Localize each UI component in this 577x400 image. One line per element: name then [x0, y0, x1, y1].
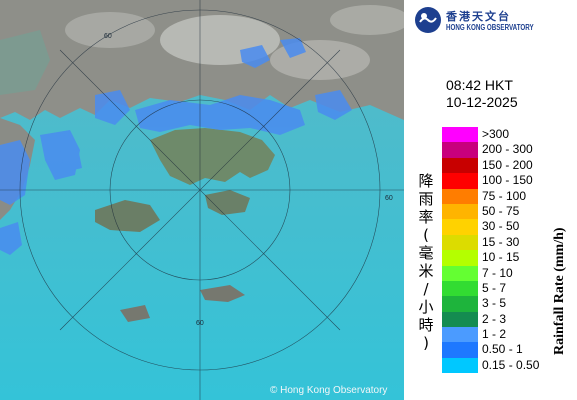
scale-label: 30 - 50	[482, 219, 520, 234]
scale-swatch	[442, 173, 478, 189]
scale-label: 200 - 300	[482, 142, 533, 157]
hko-logo: 香港天文台 HONG KONG OBSERVATORY	[414, 6, 574, 36]
scale-swatch	[442, 311, 478, 328]
range-ring-label-south: 60	[196, 320, 204, 327]
scale-label: 2 - 3	[482, 311, 507, 326]
hko-emblem-icon	[415, 7, 441, 33]
island-south	[200, 285, 245, 302]
hk-island	[205, 190, 250, 215]
legend-panel: 香港天文台 HONG KONG OBSERVATORY 08:42 HKT 10…	[404, 0, 577, 400]
lantau-island	[95, 200, 160, 232]
scale-swatch	[442, 342, 478, 358]
scale-swatch	[442, 219, 478, 235]
scale-label: 0.15 - 0.50	[482, 357, 540, 372]
scale-swatch	[442, 280, 478, 297]
scale-label: 150 - 200	[482, 157, 533, 172]
scale-label: 75 - 100	[482, 188, 527, 203]
radar-map[interactable]: 60 60 60 © Hong Kong Observatory	[0, 0, 404, 400]
range-ring-label: 60	[385, 195, 393, 202]
scale-swatch	[442, 234, 478, 251]
observation-date: 10-12-2025	[446, 94, 518, 110]
scale-label: 7 - 10	[482, 265, 513, 280]
scale-label: 5 - 7	[482, 280, 507, 295]
land-west-patch	[0, 30, 50, 95]
scale-swatch	[442, 296, 478, 312]
scale-swatch	[442, 250, 478, 266]
legend-title-en: Rainfall Rate (mm/h)	[552, 227, 567, 355]
scale-swatch	[442, 357, 478, 374]
scale-label: 10 - 15	[482, 250, 520, 265]
scale-label: 100 - 150	[482, 173, 533, 188]
scale-swatch	[442, 142, 478, 158]
scale-label: 1 - 2	[482, 327, 507, 342]
scale-swatch	[442, 265, 478, 281]
scale-swatch	[442, 327, 478, 343]
scale-swatch	[442, 127, 478, 143]
legend-title-zh: 降雨率(毫米 / 小時)	[418, 172, 434, 352]
logo-name-en: HONG KONG OBSERVATORY	[446, 23, 534, 32]
scale-label: 15 - 30	[482, 234, 520, 249]
scale-swatch	[442, 157, 478, 174]
island-south-2	[120, 305, 150, 322]
color-scale	[442, 127, 478, 374]
scale-label: 50 - 75	[482, 203, 520, 218]
scale-swatch	[442, 188, 478, 204]
logo-name-zh: 香港天文台	[446, 11, 511, 23]
copyright-text: © Hong Kong Observatory	[270, 385, 388, 396]
scale-label: 3 - 5	[482, 296, 507, 311]
scale-labels: >300 200 - 300 150 - 200 100 - 150 75 - 100 5…	[482, 127, 539, 373]
scale-swatch	[442, 203, 478, 220]
observation-time: 08:42 HKT	[446, 77, 513, 93]
hong-kong-land	[150, 128, 275, 185]
range-ring-label-north: 60	[104, 33, 112, 40]
scale-label: >300	[482, 127, 510, 141]
scale-label: 0.50 - 1	[482, 342, 523, 357]
